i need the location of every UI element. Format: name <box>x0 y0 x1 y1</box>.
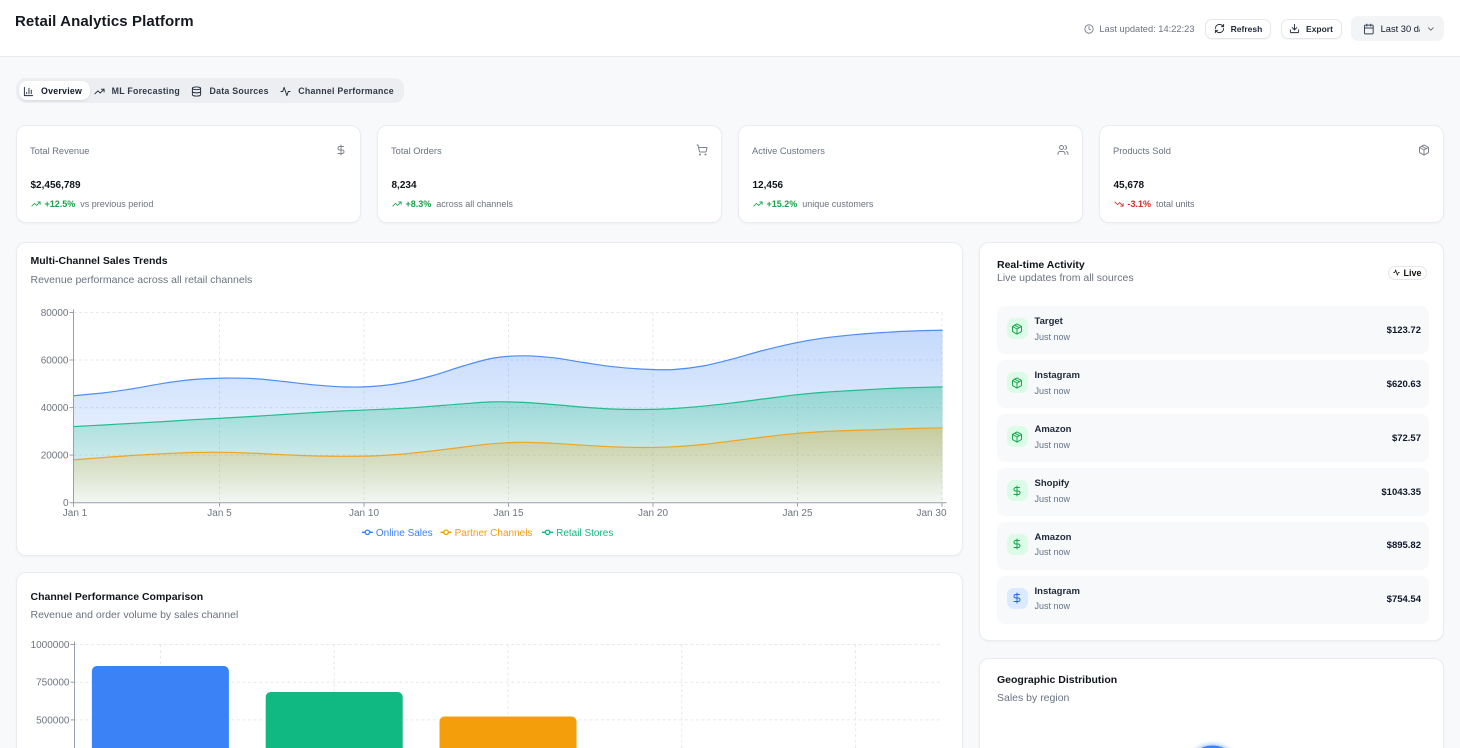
svg-text:Online Sales: Online Sales <box>376 528 433 539</box>
svg-text:Jan 10: Jan 10 <box>349 508 379 519</box>
svg-text:20000: 20000 <box>41 451 69 462</box>
svg-text:Jan 5: Jan 5 <box>207 508 232 519</box>
svg-text:Partner Channels: Partner Channels <box>455 528 533 539</box>
svg-text:Jan 20: Jan 20 <box>638 508 668 519</box>
svg-text:40000: 40000 <box>41 403 69 414</box>
svg-text:0: 0 <box>63 498 69 509</box>
svg-text:500000: 500000 <box>36 715 70 726</box>
svg-text:Jan 30: Jan 30 <box>916 508 946 519</box>
svg-text:80000: 80000 <box>41 308 69 319</box>
svg-text:Jan 15: Jan 15 <box>493 508 523 519</box>
svg-text:Jan 1: Jan 1 <box>63 508 88 519</box>
svg-text:Retail Stores: Retail Stores <box>556 528 613 539</box>
svg-text:1000000: 1000000 <box>31 640 70 651</box>
svg-text:750000: 750000 <box>36 677 70 688</box>
svg-text:60000: 60000 <box>41 356 69 367</box>
svg-text:Jan 25: Jan 25 <box>782 508 812 519</box>
